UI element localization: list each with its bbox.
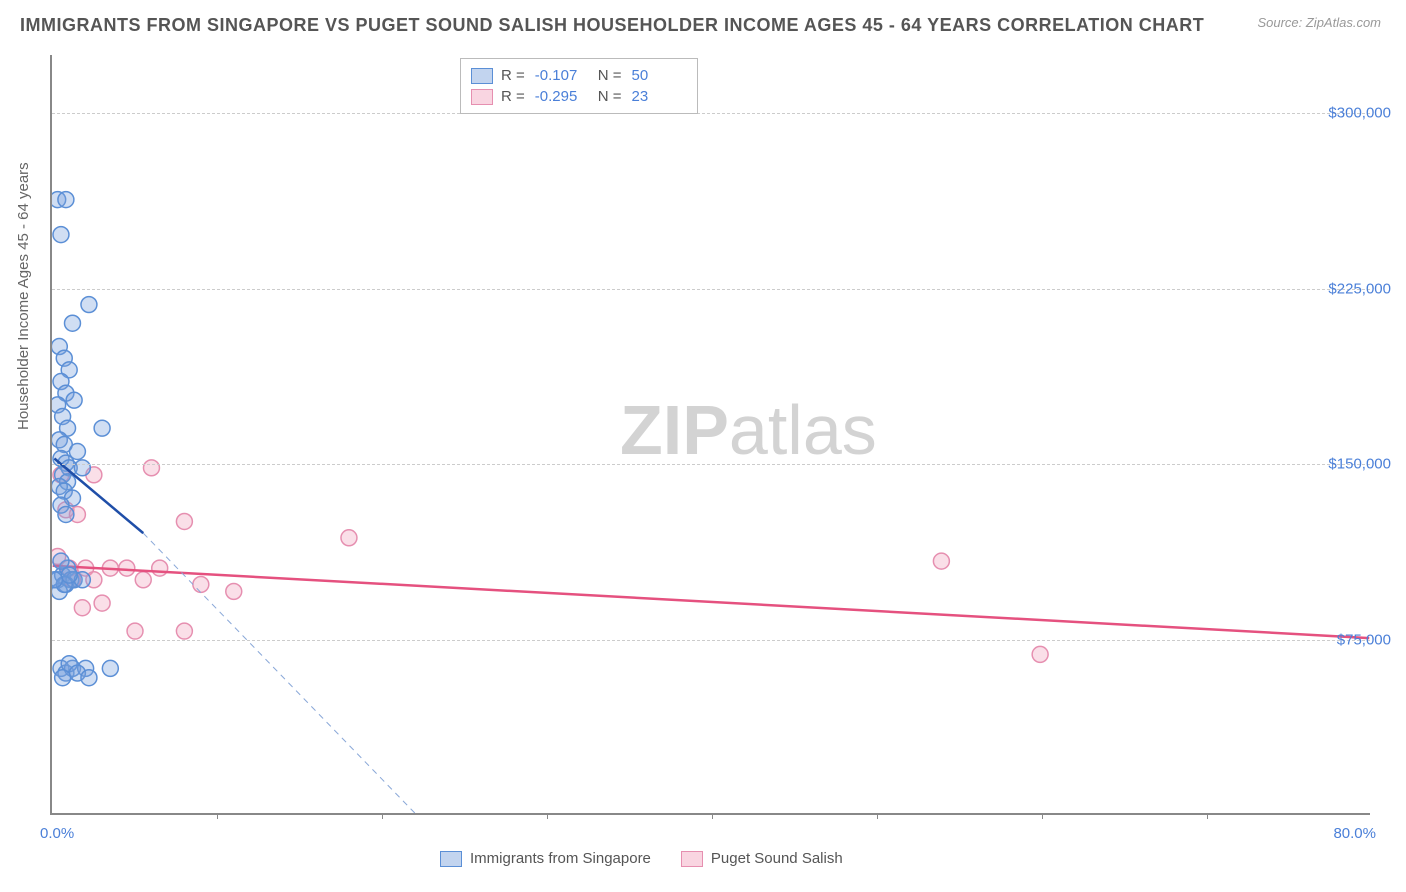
legend-stats-row: R = -0.295 N = 23 <box>471 86 687 107</box>
chart-title: IMMIGRANTS FROM SINGAPORE VS PUGET SOUND… <box>20 15 1204 36</box>
pink-swatch-icon <box>471 89 493 105</box>
y-tick-label: $300,000 <box>1328 105 1391 122</box>
legend-series: Immigrants from Singapore Puget Sound Sa… <box>440 850 843 867</box>
pink-point <box>176 623 192 639</box>
pink-point <box>341 530 357 546</box>
legend-stats-row: R = -0.107 N = 50 <box>471 65 687 86</box>
pink-point <box>94 595 110 611</box>
blue-point <box>102 660 118 676</box>
blue-point <box>53 553 69 569</box>
x-axis-max-label: 80.0% <box>1333 825 1376 842</box>
x-axis-min-label: 0.0% <box>40 825 74 842</box>
x-tick-mark <box>217 813 218 819</box>
blue-trendline-dashed <box>143 533 415 813</box>
legend-series-label: Immigrants from Singapore <box>470 850 651 867</box>
legend-series-label: Puget Sound Salish <box>711 850 843 867</box>
plot-area <box>50 55 1370 815</box>
pink-point <box>226 583 242 599</box>
blue-point <box>53 227 69 243</box>
n-value: 50 <box>632 67 687 84</box>
y-axis-label: Householder Income Ages 45 - 64 years <box>15 162 32 430</box>
pink-point <box>193 576 209 592</box>
blue-point <box>81 297 97 313</box>
pink-point <box>119 560 135 576</box>
scatter-svg <box>52 55 1370 813</box>
x-tick-mark <box>547 813 548 819</box>
y-tick-label: $75,000 <box>1337 631 1391 648</box>
blue-point <box>61 567 77 583</box>
legend-series-item: Puget Sound Salish <box>681 850 843 867</box>
pink-point <box>127 623 143 639</box>
n-label: N = <box>598 88 622 105</box>
gridline-h <box>52 289 1370 290</box>
blue-swatch-icon <box>471 68 493 84</box>
y-tick-label: $150,000 <box>1328 456 1391 473</box>
pink-point <box>176 513 192 529</box>
pink-point <box>74 600 90 616</box>
blue-point <box>58 506 74 522</box>
blue-point <box>52 572 62 588</box>
blue-point <box>58 192 74 208</box>
n-value: 23 <box>632 88 687 105</box>
gridline-h <box>52 640 1370 641</box>
x-tick-mark <box>1042 813 1043 819</box>
blue-point <box>65 315 81 331</box>
legend-stats: R = -0.107 N = 50 R = -0.295 N = 23 <box>460 58 698 114</box>
pink-point <box>143 460 159 476</box>
y-tick-label: $225,000 <box>1328 280 1391 297</box>
r-label: R = <box>501 67 525 84</box>
pink-point <box>135 572 151 588</box>
blue-swatch-icon <box>440 851 462 867</box>
r-value: -0.107 <box>535 67 590 84</box>
pink-trendline <box>53 566 1370 638</box>
x-tick-mark <box>712 813 713 819</box>
blue-point <box>66 392 82 408</box>
pink-swatch-icon <box>681 851 703 867</box>
gridline-h <box>52 113 1370 114</box>
blue-point <box>94 420 110 436</box>
r-value: -0.295 <box>535 88 590 105</box>
source-label: Source: ZipAtlas.com <box>1257 15 1381 30</box>
n-label: N = <box>598 67 622 84</box>
r-label: R = <box>501 88 525 105</box>
x-tick-mark <box>877 813 878 819</box>
gridline-h <box>52 464 1370 465</box>
x-tick-mark <box>1207 813 1208 819</box>
pink-point <box>1032 646 1048 662</box>
pink-point <box>933 553 949 569</box>
legend-series-item: Immigrants from Singapore <box>440 850 651 867</box>
blue-point <box>81 670 97 686</box>
blue-point <box>74 460 90 476</box>
pink-point <box>152 560 168 576</box>
x-tick-mark <box>382 813 383 819</box>
